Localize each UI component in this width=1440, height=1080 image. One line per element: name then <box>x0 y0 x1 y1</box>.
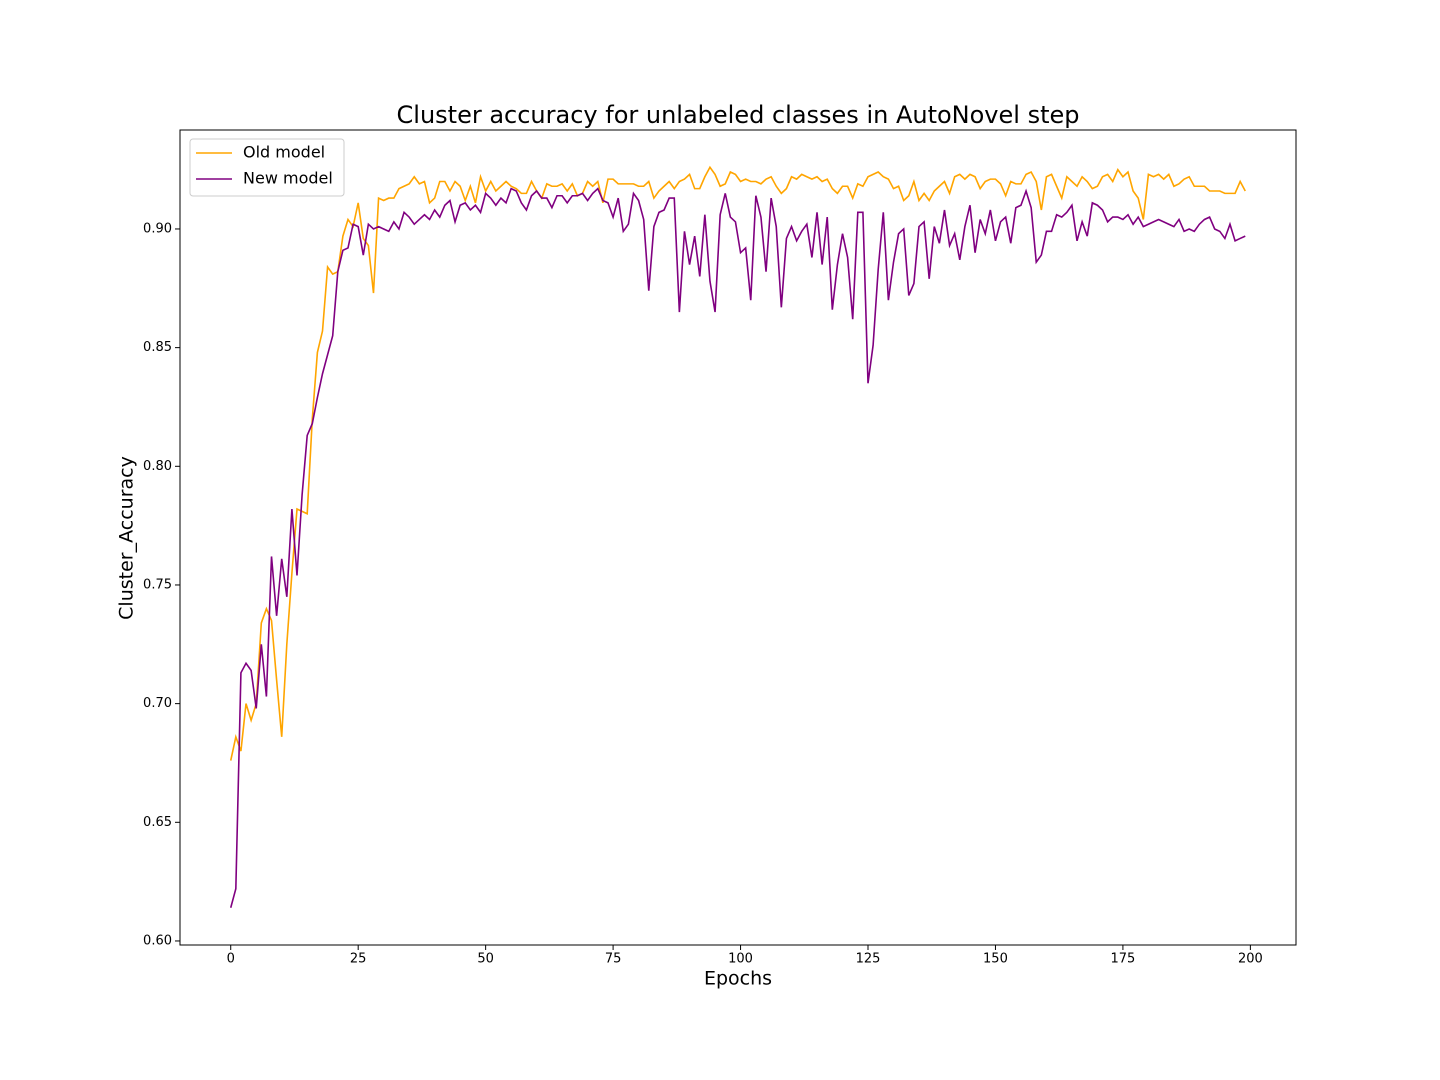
legend-label: Old model <box>243 143 325 162</box>
data-line <box>229 165 1246 761</box>
x-tick-label: 150 <box>983 952 1008 967</box>
x-tick-label: 25 <box>350 952 367 967</box>
x-tick-label: 0 <box>227 952 235 967</box>
legend-label: New model <box>243 169 333 188</box>
y-tick-label: 0.85 <box>143 340 172 355</box>
y-tick-label: 0.75 <box>143 577 172 592</box>
x-tick-label: 75 <box>605 952 622 967</box>
x-tick-label: 50 <box>477 952 494 967</box>
x-tick-label: 125 <box>856 952 881 967</box>
chart-title: Cluster accuracy for unlabeled classes i… <box>397 101 1080 129</box>
y-tick-label: 0.65 <box>143 815 172 830</box>
y-axis-label: Cluster_Accuracy <box>116 456 138 620</box>
x-axis-label: Epochs <box>704 968 772 990</box>
y-tick-label: 0.70 <box>143 696 172 711</box>
x-tick-label: 100 <box>728 952 753 967</box>
y-tick-label: 0.80 <box>143 459 172 474</box>
y-tick-label: 0.60 <box>143 933 172 948</box>
plot-frame <box>179 129 1297 946</box>
x-tick-label: 200 <box>1238 952 1263 967</box>
y-tick-label: 0.90 <box>143 221 172 236</box>
data-line <box>229 187 1246 908</box>
x-tick-label: 175 <box>1111 952 1136 967</box>
